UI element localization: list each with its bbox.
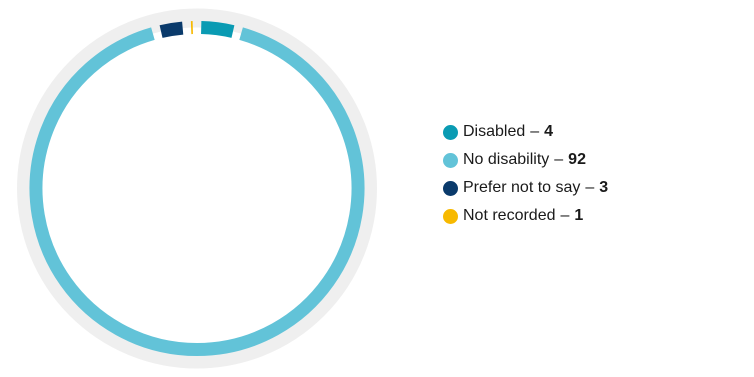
legend-value-no-disability: 92: [568, 151, 586, 168]
legend-value-disabled: 4: [544, 123, 554, 140]
legend-label-no-disability: No disability: [463, 151, 550, 168]
legend-swatch-disabled: [443, 124, 458, 140]
legend-separator: –: [585, 179, 595, 196]
legend-item-disabled: Disabled – 4: [443, 118, 608, 146]
legend-item-not-recorded: Not recorded – 1: [443, 202, 608, 230]
legend: Disabled – 4 No disability – 92 Prefer n…: [443, 118, 608, 230]
legend-separator: –: [560, 207, 570, 224]
legend-swatch-prefer-not-to-say: [443, 180, 458, 196]
legend-item-no-disability: No disability – 92: [443, 146, 608, 174]
legend-value-not-recorded: 1: [574, 207, 584, 224]
legend-separator: –: [554, 151, 564, 168]
donut-track: [17, 8, 377, 369]
legend-item-prefer-not-to-say: Prefer not to say – 3: [443, 174, 608, 202]
donut-slices: [29, 21, 365, 356]
legend-label-prefer-not-to-say: Prefer not to say: [463, 179, 581, 196]
legend-separator: –: [530, 123, 540, 140]
slice-no-disability: [29, 27, 365, 356]
donut-svg: [17, 8, 377, 369]
legend-label-not-recorded: Not recorded: [463, 207, 556, 224]
slice-disabled: [200, 21, 235, 38]
legend-swatch-no-disability: [443, 152, 458, 168]
legend-label-disabled: Disabled: [463, 123, 526, 140]
slice-prefer-not-to-say: [159, 21, 184, 38]
legend-swatch-not-recorded: [443, 208, 458, 224]
legend-value-prefer-not-to-say: 3: [599, 179, 609, 196]
